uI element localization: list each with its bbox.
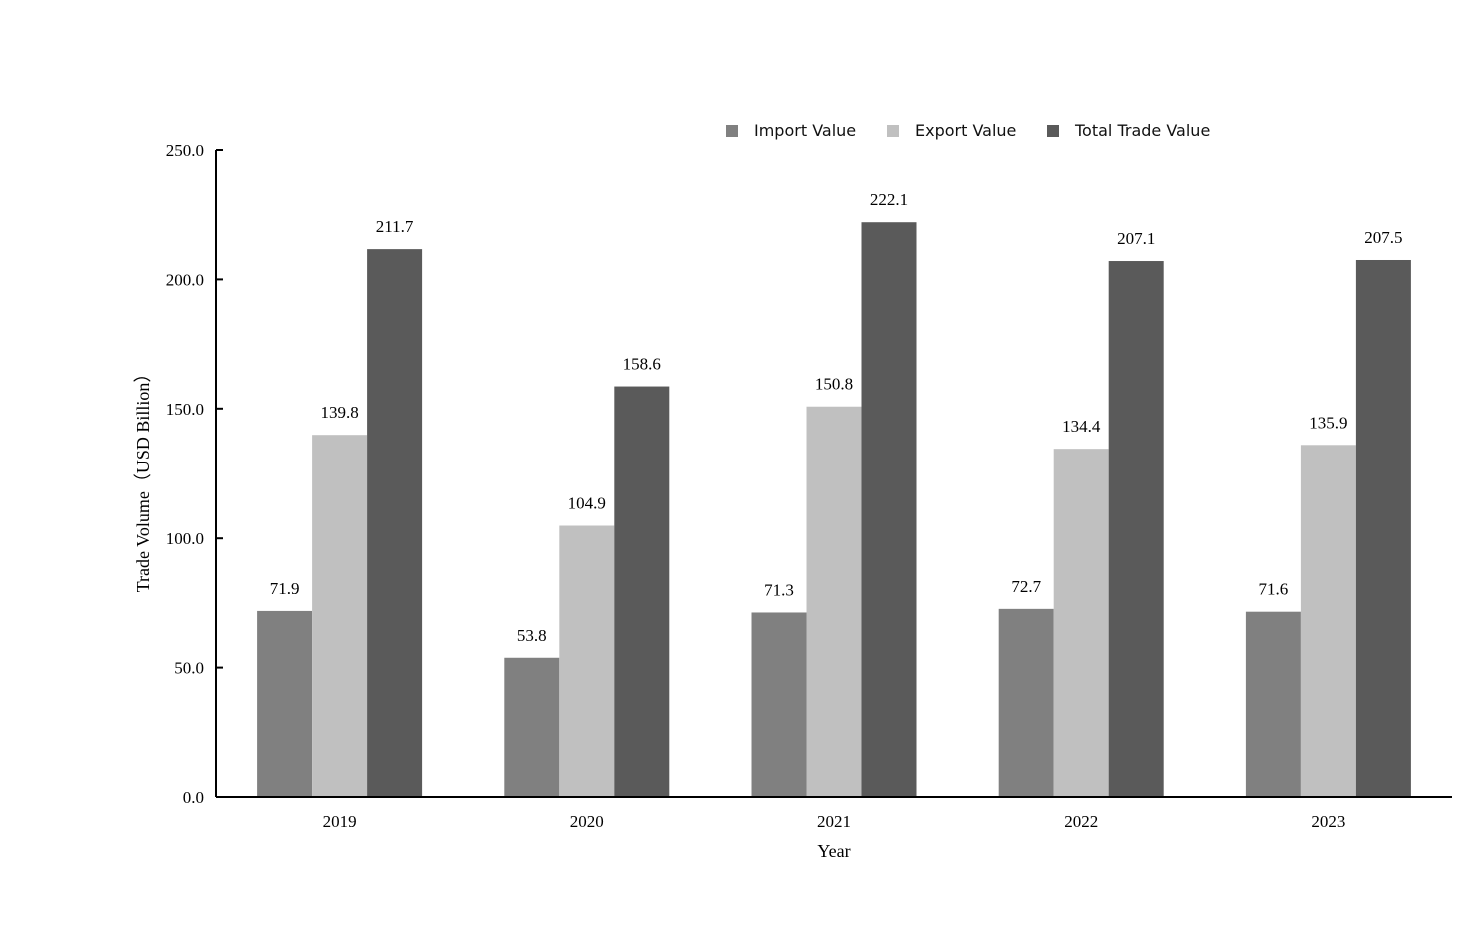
data-label: 150.8 bbox=[815, 375, 853, 394]
x-tick-label: 2020 bbox=[570, 812, 604, 831]
data-label: 104.9 bbox=[568, 494, 606, 513]
data-labels-layer: 71.9 139.8 211.7 53.8 104.9 158.6 71.3 150.8 222… bbox=[270, 190, 1403, 645]
legend-swatch bbox=[887, 125, 899, 137]
y-tick-label: 100.0 bbox=[166, 529, 204, 548]
y-tick-label: 50.0 bbox=[174, 659, 204, 678]
data-label: 211.7 bbox=[376, 217, 414, 236]
legend-swatch bbox=[726, 125, 738, 137]
x-tick-label: 2021 bbox=[817, 812, 851, 831]
data-label: 134.4 bbox=[1062, 417, 1101, 436]
legend-label: Import Value bbox=[754, 121, 856, 140]
data-label: 53.8 bbox=[517, 626, 547, 645]
bar bbox=[559, 525, 615, 797]
legend-item: Import Value bbox=[726, 121, 856, 140]
data-label: 139.8 bbox=[320, 403, 358, 422]
bar bbox=[1108, 261, 1164, 797]
data-label: 158.6 bbox=[623, 355, 661, 374]
bar bbox=[998, 608, 1054, 797]
data-label: 135.9 bbox=[1309, 413, 1347, 432]
y-tick-label: 200.0 bbox=[166, 270, 204, 289]
bar bbox=[504, 657, 560, 797]
legend-swatch bbox=[1047, 125, 1059, 137]
y-tick-label: 150.0 bbox=[166, 400, 204, 419]
y-tick-label: 0.0 bbox=[183, 788, 204, 807]
x-tick-label: 2022 bbox=[1064, 812, 1098, 831]
data-label: 207.1 bbox=[1117, 229, 1155, 248]
y-tick-label: 250.0 bbox=[166, 141, 204, 160]
y-axis-title: Trade Volume（USD Billion） bbox=[133, 365, 153, 593]
bar bbox=[312, 435, 368, 797]
data-label: 72.7 bbox=[1011, 577, 1041, 596]
bar bbox=[1245, 611, 1301, 797]
x-tick-label: 2019 bbox=[323, 812, 357, 831]
bar bbox=[614, 386, 670, 797]
bar bbox=[367, 249, 423, 797]
legend-item: Export Value bbox=[887, 121, 1016, 140]
bar bbox=[806, 406, 862, 797]
bar bbox=[861, 222, 917, 797]
x-ticks: 2019 2020 2021 2022 2023 bbox=[323, 812, 1346, 831]
legend-label: Export Value bbox=[915, 121, 1016, 140]
bar bbox=[257, 610, 313, 797]
bar bbox=[751, 612, 807, 797]
data-label: 71.3 bbox=[764, 580, 794, 599]
legend-item: Total Trade Value bbox=[1047, 121, 1210, 140]
bar bbox=[1053, 449, 1109, 797]
x-tick-label: 2023 bbox=[1311, 812, 1345, 831]
x-axis-title: Year bbox=[817, 841, 850, 861]
legend-label: Total Trade Value bbox=[1074, 121, 1210, 140]
data-label: 222.1 bbox=[870, 190, 908, 209]
data-label: 71.6 bbox=[1259, 580, 1289, 599]
legend: Import Value Export Value Total Trade Valu… bbox=[726, 121, 1210, 140]
bar bbox=[1355, 259, 1411, 797]
y-ticks: 0.0 50.0 100.0 150.0 200.0 250.0 bbox=[166, 141, 223, 807]
data-label: 71.9 bbox=[270, 579, 300, 598]
bars-layer bbox=[257, 222, 1411, 797]
bar bbox=[1300, 445, 1356, 797]
data-label: 207.5 bbox=[1364, 228, 1402, 247]
